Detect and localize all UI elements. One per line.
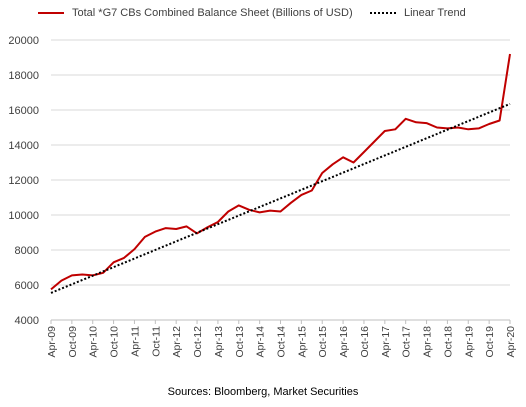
series-line-balance-sheet bbox=[50, 53, 511, 291]
x-tick-label: Oct-15 bbox=[317, 326, 329, 358]
x-tick-label: Apr-12 bbox=[171, 326, 183, 358]
x-tick-label: Apr-19 bbox=[463, 326, 475, 358]
y-tick-label: 6000 bbox=[15, 280, 39, 292]
y-tick-label: 12000 bbox=[8, 175, 39, 187]
source-note: Sources: Bloomberg, Market Securities bbox=[167, 386, 359, 398]
x-tick-label: Apr-15 bbox=[296, 326, 308, 358]
y-tick-label: 16000 bbox=[8, 105, 39, 117]
x-tick-label: Oct-16 bbox=[359, 326, 371, 358]
x-tick-label: Apr-16 bbox=[338, 326, 350, 358]
legend-label-linear-trend: Linear Trend bbox=[404, 7, 466, 19]
y-tick-label: 8000 bbox=[15, 245, 39, 257]
y-tick-label: 10000 bbox=[8, 210, 39, 222]
legend-swatch-balance-sheet bbox=[38, 12, 64, 14]
x-tick-label: Oct-14 bbox=[276, 326, 288, 358]
y-tick-label: 14000 bbox=[8, 140, 39, 152]
series-line-linear-trend bbox=[50, 102, 511, 294]
x-tick-label: Apr-20 bbox=[505, 326, 517, 358]
line-chart: 4000 6000 8000 10000 12000 14000 16000 18000 200… bbox=[8, 35, 517, 358]
x-tick-label: Apr-09 bbox=[46, 326, 58, 358]
y-tick-label: 18000 bbox=[8, 70, 39, 82]
x-tick-label: Oct-17 bbox=[401, 326, 413, 358]
x-tick-label: Oct-13 bbox=[234, 326, 246, 358]
x-tick-label: Oct-18 bbox=[442, 326, 454, 358]
x-tick-label: Oct-09 bbox=[67, 326, 79, 358]
legend-swatch-linear-trend bbox=[370, 12, 396, 14]
legend-label-balance-sheet: Total *G7 CBs Combined Balance Sheet (Bi… bbox=[72, 7, 353, 19]
x-tick-label: Apr-17 bbox=[380, 326, 392, 358]
x-tick-label: Oct-12 bbox=[192, 326, 204, 358]
chart-legend: Total *G7 CBs Combined Balance Sheet (Bi… bbox=[0, 7, 526, 27]
legend-item-linear-trend: Linear Trend bbox=[370, 7, 466, 19]
y-tick-label: 20000 bbox=[8, 35, 39, 47]
y-tick-label: 4000 bbox=[15, 315, 39, 327]
x-tick-label: Apr-14 bbox=[255, 326, 267, 358]
x-tick-label: Apr-10 bbox=[88, 326, 100, 358]
x-tick-label: Apr-11 bbox=[129, 326, 141, 357]
legend-item-balance-sheet: Total *G7 CBs Combined Balance Sheet (Bi… bbox=[38, 7, 353, 19]
x-tick-label: Oct-19 bbox=[484, 326, 496, 358]
x-tick-label: Apr-13 bbox=[213, 326, 225, 358]
x-tick-label: Apr-18 bbox=[422, 326, 434, 358]
x-tick-label: Oct-11 bbox=[150, 326, 162, 357]
x-tick-label: Oct-10 bbox=[109, 326, 121, 358]
